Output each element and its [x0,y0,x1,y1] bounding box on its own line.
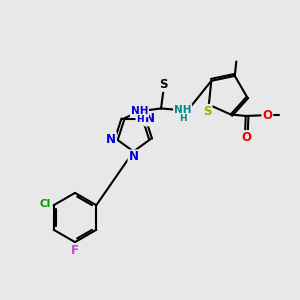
Text: NH: NH [174,105,191,115]
Text: N: N [106,133,116,146]
Text: O: O [241,131,251,144]
Text: NH: NH [131,106,148,116]
Text: O: O [262,109,272,122]
Text: N: N [128,150,139,164]
Text: H: H [136,115,144,124]
Text: N: N [145,112,154,125]
Text: S: S [159,78,168,91]
Text: S: S [203,105,212,118]
Text: Cl: Cl [40,199,51,209]
Text: F: F [71,244,79,257]
Text: H: H [179,114,187,123]
